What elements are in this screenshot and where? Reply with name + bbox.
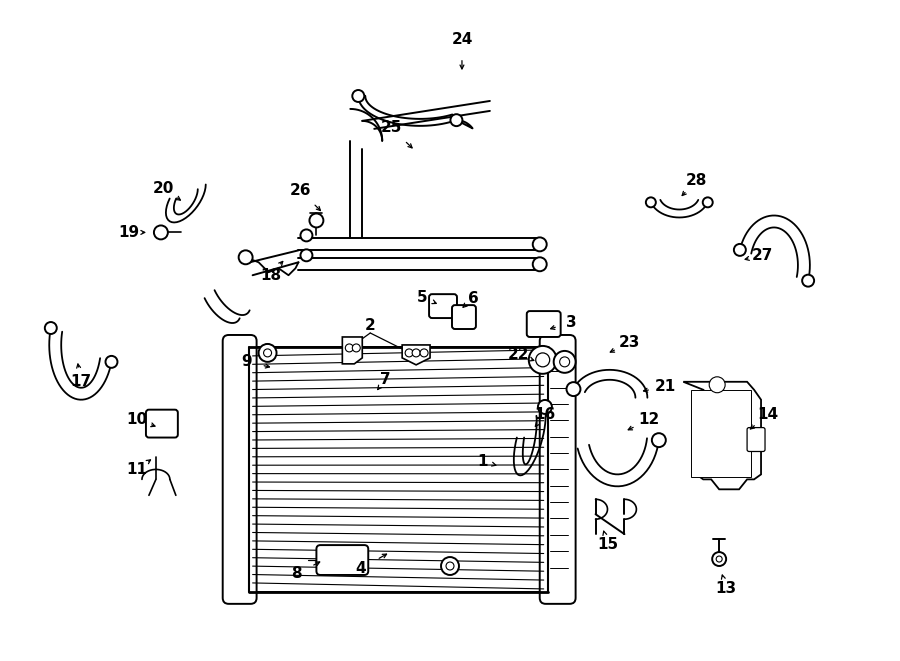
Circle shape [105,356,118,368]
Text: 26: 26 [290,183,311,198]
Circle shape [405,349,413,357]
Circle shape [802,275,814,287]
Text: 18: 18 [260,268,281,283]
Text: 13: 13 [716,582,737,596]
Circle shape [352,90,365,102]
Text: 17: 17 [70,374,92,389]
Circle shape [420,349,428,357]
Circle shape [412,349,420,357]
Text: 5: 5 [417,290,428,305]
FancyBboxPatch shape [146,410,178,438]
Circle shape [154,225,168,239]
Text: 3: 3 [566,315,577,330]
Circle shape [264,349,272,357]
Polygon shape [402,345,430,365]
Circle shape [533,257,546,271]
Circle shape [346,344,354,352]
Text: 27: 27 [752,248,773,263]
FancyBboxPatch shape [540,335,576,604]
Text: 19: 19 [119,225,140,240]
Text: 24: 24 [451,32,472,47]
Text: 6: 6 [468,291,478,305]
Text: 16: 16 [534,407,555,422]
Circle shape [709,377,725,393]
Circle shape [352,344,360,352]
Circle shape [301,249,312,261]
Circle shape [734,244,746,256]
Text: 2: 2 [364,317,375,332]
Text: 20: 20 [153,181,175,196]
Text: 22: 22 [508,348,529,362]
Circle shape [652,433,666,447]
Circle shape [310,214,323,227]
Text: 28: 28 [686,173,706,188]
Polygon shape [683,382,761,489]
Circle shape [554,351,576,373]
Circle shape [450,114,463,126]
Circle shape [536,353,550,367]
Circle shape [646,198,656,208]
Text: 25: 25 [381,120,402,136]
Text: 10: 10 [126,412,148,427]
Polygon shape [691,390,752,477]
Text: 7: 7 [380,372,391,387]
Circle shape [238,251,253,264]
Circle shape [441,557,459,575]
Bar [248,347,548,592]
FancyBboxPatch shape [317,545,368,575]
Text: 12: 12 [639,412,660,427]
Circle shape [258,344,276,362]
Circle shape [716,556,722,562]
Circle shape [703,198,713,208]
FancyBboxPatch shape [429,294,457,318]
Text: 23: 23 [619,335,640,350]
Text: 4: 4 [355,561,365,576]
Text: 8: 8 [292,566,302,582]
Text: 11: 11 [127,462,148,477]
FancyBboxPatch shape [526,311,561,337]
Circle shape [538,400,552,414]
Text: 15: 15 [597,537,618,551]
Polygon shape [342,337,363,364]
Circle shape [712,552,726,566]
Circle shape [560,357,570,367]
Text: 21: 21 [654,379,676,394]
Text: 14: 14 [758,407,778,422]
FancyBboxPatch shape [747,428,765,451]
Circle shape [529,346,557,374]
Circle shape [301,229,312,241]
Circle shape [566,382,580,396]
FancyBboxPatch shape [452,305,476,329]
Circle shape [446,562,454,570]
Text: 9: 9 [241,354,252,369]
Circle shape [533,237,546,251]
Circle shape [45,322,57,334]
Text: 1: 1 [478,454,488,469]
FancyBboxPatch shape [222,335,256,604]
